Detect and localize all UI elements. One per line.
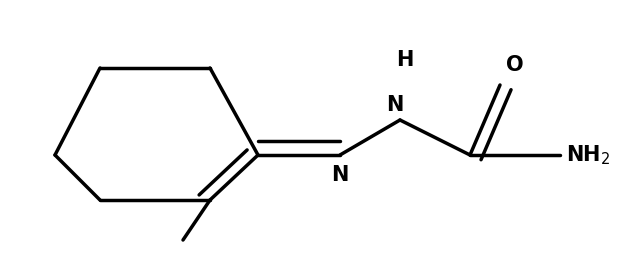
Text: H: H xyxy=(396,50,413,70)
Text: N: N xyxy=(332,165,349,185)
Text: O: O xyxy=(506,55,524,75)
Text: NH$_2$: NH$_2$ xyxy=(566,143,611,167)
Text: N: N xyxy=(387,95,404,115)
